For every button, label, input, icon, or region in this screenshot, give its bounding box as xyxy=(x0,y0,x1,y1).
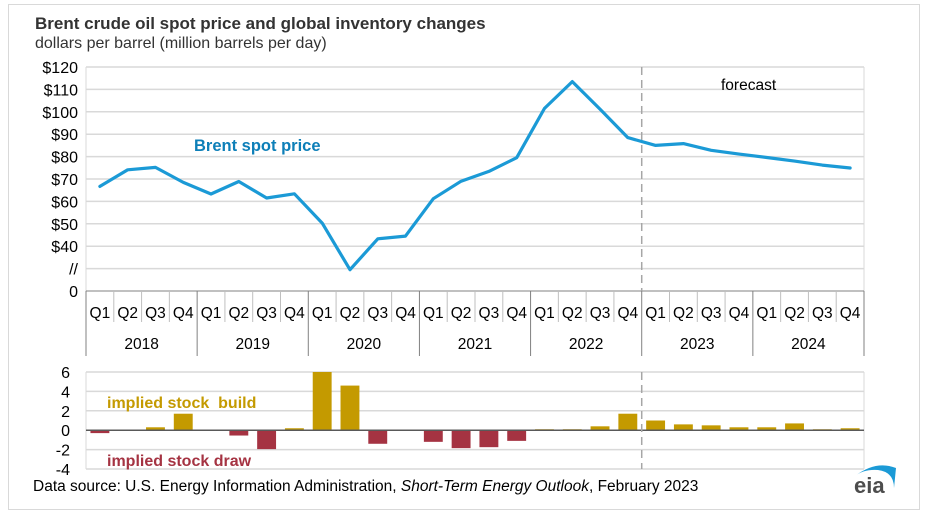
year-tick-label: 2024 xyxy=(791,336,826,353)
annotations: Brent spot price forecast implied stock … xyxy=(107,77,777,470)
year-tick-label: 2019 xyxy=(235,336,269,353)
price-y-tick-label: $110 xyxy=(44,82,79,99)
quarter-tick-label: Q4 xyxy=(840,305,861,322)
price-y-tick-label: $90 xyxy=(51,127,78,144)
stock-draw-bar xyxy=(423,430,443,442)
eia-logo-text: eia xyxy=(854,473,885,496)
inventory-gridlines xyxy=(85,371,865,470)
quarter-tick-label: Q2 xyxy=(117,305,138,322)
quarter-tick-label: Q3 xyxy=(479,305,500,322)
quarter-tick-label: Q1 xyxy=(534,305,555,322)
quarter-tick-label: Q2 xyxy=(784,305,805,322)
stock-build-bar xyxy=(729,427,749,431)
inventory-y-tick-label: -2 xyxy=(56,443,70,460)
quarter-tick-label: Q1 xyxy=(423,305,444,322)
source-publication: Short-Term Energy Outlook xyxy=(400,478,589,495)
stock-draw-bar xyxy=(257,430,277,450)
stock-build-bar xyxy=(785,423,804,431)
stock-build-bar xyxy=(284,428,304,431)
forecast-label: forecast xyxy=(721,77,777,94)
inventory-y-axis: 6 4 2 0 -2 -4 xyxy=(56,365,70,479)
source-prefix: Data source: U.S. Energy Information Adm… xyxy=(33,478,401,495)
quarter-tick-label: Q3 xyxy=(256,305,277,322)
price-y-tick-label: $70 xyxy=(51,172,78,189)
price-y-tick-label: // xyxy=(69,262,78,279)
stock-build-bar xyxy=(146,427,165,431)
quarter-tick-label: Q3 xyxy=(701,305,722,322)
price-y-tick-label: $120 xyxy=(42,60,78,77)
price-y-tick-label: $60 xyxy=(51,194,78,211)
stock-draw-bar xyxy=(90,430,110,434)
quarter-tick-label: Q1 xyxy=(756,305,777,322)
brent-price-line xyxy=(98,79,852,272)
inventory-bars xyxy=(90,372,860,450)
year-tick-label: 2020 xyxy=(347,336,382,353)
quarter-tick-label: Q2 xyxy=(451,305,472,322)
price-y-axis: $120 $110 $100 $90 $80 $70 $60 $50 $40 // 0 xyxy=(42,60,78,301)
stock-build-bar xyxy=(840,428,860,431)
quarter-tick-label: Q3 xyxy=(367,305,388,322)
inventory-y-tick-label: 0 xyxy=(61,423,70,440)
price-gridlines xyxy=(85,66,865,291)
price-y-tick-label: $50 xyxy=(51,217,78,234)
stock-build-bar xyxy=(757,427,777,431)
stock-draw-label: implied stock draw xyxy=(107,453,252,470)
eia-logo: eia xyxy=(854,465,896,496)
inventory-y-tick-label: -4 xyxy=(56,462,70,479)
stock-build-bar xyxy=(173,413,193,431)
quarter-tick-label: Q3 xyxy=(812,305,833,322)
stock-build-bar xyxy=(618,413,638,431)
source-suffix: , February 2023 xyxy=(588,478,699,495)
stock-build-bar xyxy=(590,426,610,431)
quarter-tick-label: Q4 xyxy=(506,305,527,322)
quarter-tick-label: Q2 xyxy=(228,305,249,322)
stock-build-bar xyxy=(312,372,332,431)
year-tick-label: 2023 xyxy=(680,336,714,353)
inventory-y-tick-label: 2 xyxy=(61,404,70,421)
chart-frame xyxy=(8,4,920,510)
x-axis: Q1 Q2 Q3 Q4 Q1 Q2 Q3 Q4 Q1 Q2 Q3 Q4 Q1 Q2 Q3 Q4 Q1 Q2 Q3 Q4… xyxy=(85,290,865,356)
stock-build-bar xyxy=(646,420,666,431)
quarter-tick-label: Q2 xyxy=(340,305,361,322)
quarter-tick-label: Q1 xyxy=(312,305,333,322)
stock-build-bar xyxy=(701,425,721,431)
quarter-tick-label: Q1 xyxy=(645,305,666,322)
quarter-tick-label: Q2 xyxy=(562,305,583,322)
stock-build-bar xyxy=(340,385,360,431)
price-y-tick-label: $80 xyxy=(51,150,78,167)
price-line xyxy=(98,79,852,272)
quarter-tick-label: Q3 xyxy=(590,305,611,322)
quarter-tick-label: Q4 xyxy=(729,305,750,322)
price-y-tick-label: $40 xyxy=(51,239,78,256)
quarter-tick-label: Q4 xyxy=(395,305,416,322)
stock-build-label: implied stock build xyxy=(107,395,256,412)
quarter-tick-label: Q1 xyxy=(90,305,111,322)
stock-draw-bar xyxy=(229,430,249,436)
brent-series-label: Brent spot price xyxy=(194,137,321,155)
chart-title: Brent crude oil spot price and global in… xyxy=(35,14,486,33)
year-tick-label: 2022 xyxy=(569,336,603,353)
quarter-tick-label: Q1 xyxy=(201,305,222,322)
inventory-y-tick-label: 4 xyxy=(61,384,70,401)
year-tick-label: 2018 xyxy=(124,336,158,353)
stock-draw-bar xyxy=(368,430,388,444)
quarter-tick-label: Q4 xyxy=(284,305,305,322)
quarter-tick-label: Q4 xyxy=(617,305,638,322)
stock-build-bar xyxy=(673,424,693,431)
price-y-tick-label: 0 xyxy=(69,284,78,301)
data-source-note: Data source: U.S. Energy Information Adm… xyxy=(33,478,698,496)
eia-logo-arc-icon xyxy=(855,465,896,488)
stock-draw-bar xyxy=(451,430,471,449)
stock-draw-bar xyxy=(507,430,527,441)
quarter-tick-label: Q4 xyxy=(173,305,194,322)
chart-subtitle: dollars per barrel (million barrels per … xyxy=(35,35,327,52)
quarter-tick-label: Q2 xyxy=(673,305,694,322)
price-y-tick-label: $100 xyxy=(42,105,78,122)
inventory-y-tick-label: 6 xyxy=(61,365,70,382)
stock-draw-bar xyxy=(479,430,499,448)
quarter-tick-label: Q3 xyxy=(145,305,166,322)
year-tick-label: 2021 xyxy=(458,336,492,353)
